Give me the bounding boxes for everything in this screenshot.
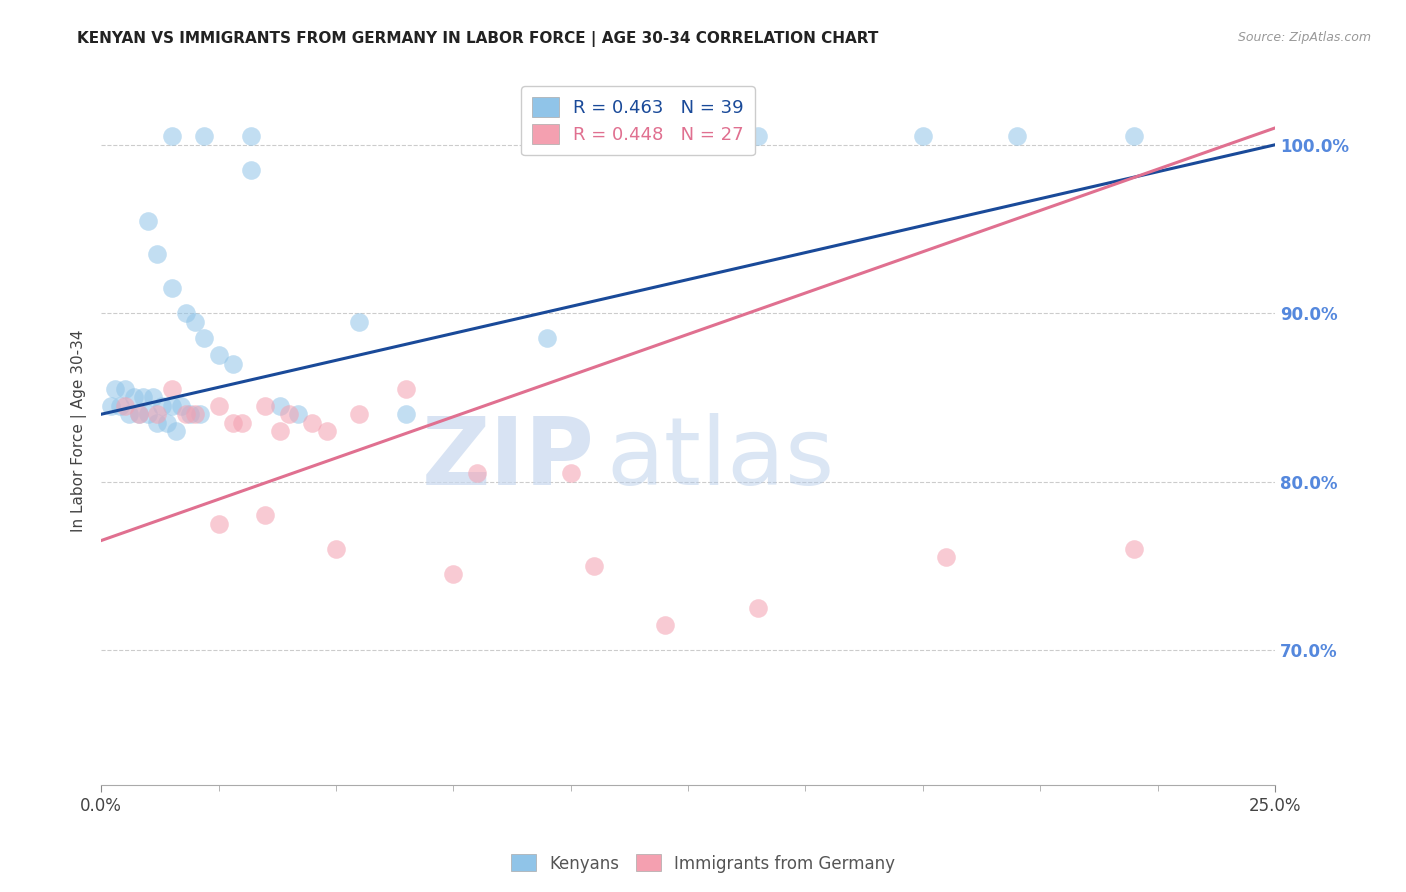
Point <box>128 407 150 421</box>
Point <box>142 391 165 405</box>
Point <box>747 601 769 615</box>
Text: Source: ZipAtlas.com: Source: ZipAtlas.com <box>1237 31 1371 45</box>
Point <box>325 541 347 556</box>
Point <box>100 399 122 413</box>
Point <box>136 407 159 421</box>
Text: ZIP: ZIP <box>422 413 595 506</box>
Point <box>132 391 155 405</box>
Point <box>160 129 183 144</box>
Point <box>583 558 606 573</box>
Point <box>207 399 229 413</box>
Point <box>165 424 187 438</box>
Point <box>122 391 145 405</box>
Point <box>160 382 183 396</box>
Point <box>160 281 183 295</box>
Point <box>911 129 934 144</box>
Point <box>184 407 207 421</box>
Point <box>1005 129 1028 144</box>
Point <box>269 424 291 438</box>
Point <box>118 407 141 421</box>
Point <box>184 315 207 329</box>
Point <box>170 399 193 413</box>
Legend: R = 0.463   N = 39, R = 0.448   N = 27: R = 0.463 N = 39, R = 0.448 N = 27 <box>522 87 755 155</box>
Point <box>536 331 558 345</box>
Point <box>179 407 201 421</box>
Point <box>254 399 277 413</box>
Point <box>221 357 243 371</box>
Text: atlas: atlas <box>606 413 834 506</box>
Point <box>207 348 229 362</box>
Point <box>560 466 582 480</box>
Point <box>1123 541 1146 556</box>
Point <box>146 407 169 421</box>
Point <box>108 399 131 413</box>
Point <box>231 416 253 430</box>
Point <box>465 466 488 480</box>
Point <box>747 129 769 144</box>
Point <box>188 407 211 421</box>
Y-axis label: In Labor Force | Age 30-34: In Labor Force | Age 30-34 <box>72 330 87 533</box>
Point <box>349 407 371 421</box>
Point <box>128 407 150 421</box>
Point <box>254 508 277 523</box>
Point <box>146 416 169 430</box>
Point <box>174 407 197 421</box>
Point <box>104 382 127 396</box>
Point <box>160 399 183 413</box>
Point <box>278 407 301 421</box>
Point <box>193 331 215 345</box>
Point <box>441 567 464 582</box>
Point <box>654 617 676 632</box>
Point <box>240 163 263 178</box>
Point <box>301 416 323 430</box>
Point <box>114 382 136 396</box>
Point <box>114 399 136 413</box>
Point <box>174 306 197 320</box>
Point <box>207 516 229 531</box>
Point <box>240 129 263 144</box>
Point <box>269 399 291 413</box>
Point <box>150 399 173 413</box>
Legend: Kenyans, Immigrants from Germany: Kenyans, Immigrants from Germany <box>505 847 901 880</box>
Point <box>395 382 418 396</box>
Point <box>1123 129 1146 144</box>
Point <box>395 407 418 421</box>
Point <box>193 129 215 144</box>
Point <box>315 424 337 438</box>
Point <box>349 315 371 329</box>
Point <box>221 416 243 430</box>
Point <box>935 550 957 565</box>
Text: KENYAN VS IMMIGRANTS FROM GERMANY IN LABOR FORCE | AGE 30-34 CORRELATION CHART: KENYAN VS IMMIGRANTS FROM GERMANY IN LAB… <box>77 31 879 47</box>
Point <box>156 416 179 430</box>
Point <box>287 407 309 421</box>
Point <box>136 213 159 227</box>
Point <box>146 247 169 261</box>
